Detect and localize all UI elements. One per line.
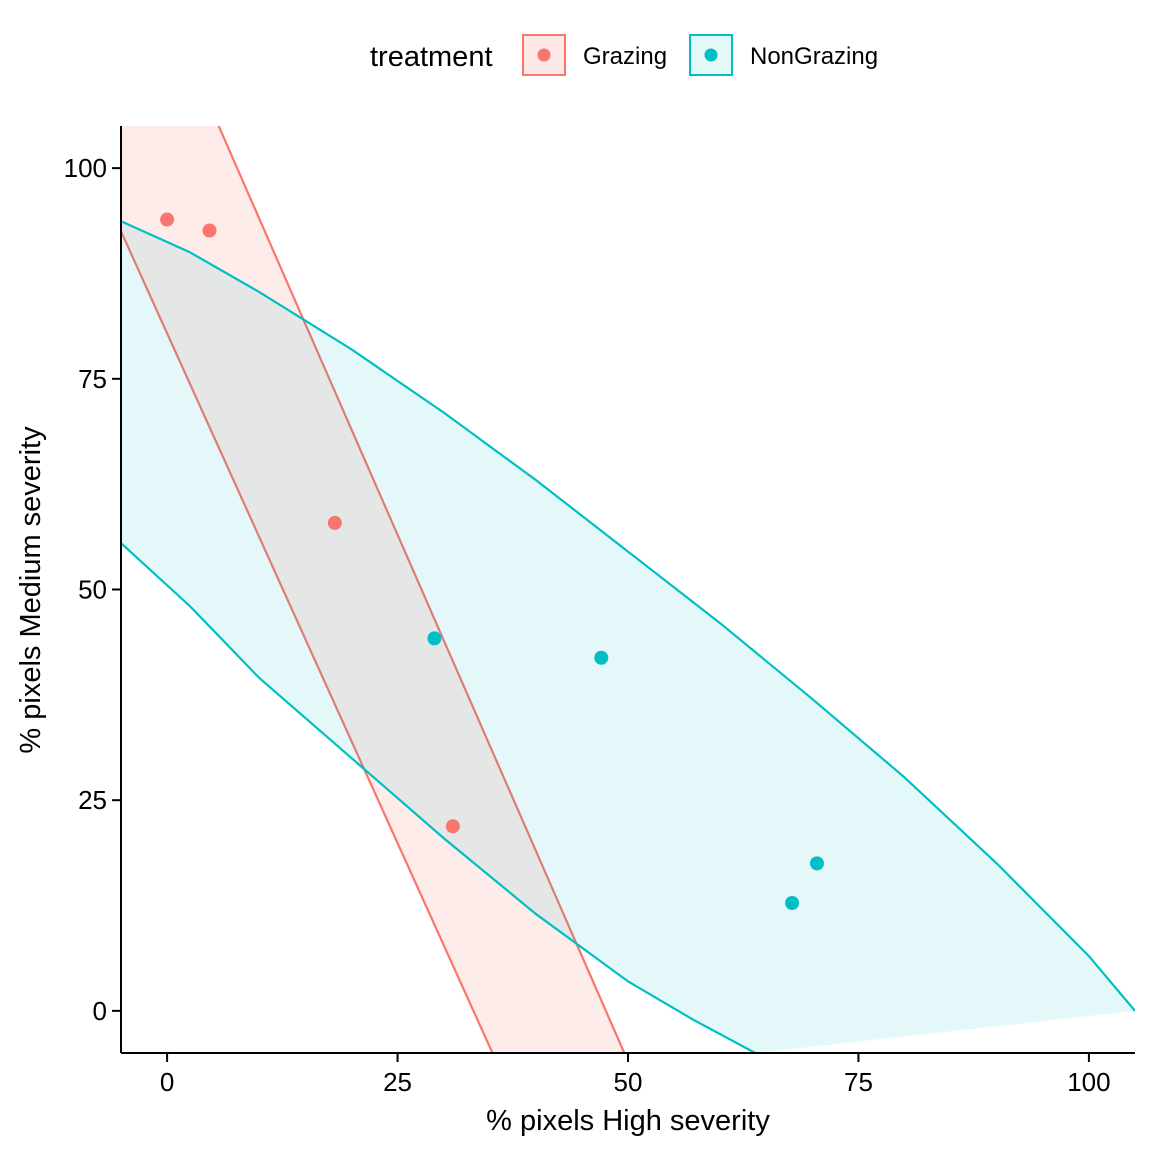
- band-upper-nongrazing: [121, 220, 1135, 1012]
- point-nongrazing-2: [785, 895, 800, 910]
- legend-item-nongrazing: NonGrazing: [689, 34, 878, 76]
- y-axis-ticks: 0 25 50 75 100: [64, 153, 121, 1026]
- x-tick-label-25: 25: [383, 1067, 412, 1097]
- regression-bands: [121, 126, 1135, 1053]
- legend-item-grazing: Grazing: [522, 34, 667, 76]
- legend-label-grazing: Grazing: [583, 43, 667, 70]
- x-axis-title: % pixels High severity: [486, 1105, 770, 1137]
- legend-label-nongrazing: NonGrazing: [750, 43, 878, 70]
- legend-title: treatment: [370, 41, 493, 73]
- y-tick-label-50: 50: [78, 575, 107, 605]
- data-points: [160, 212, 824, 910]
- y-tick-label-25: 25: [78, 785, 107, 815]
- point-grazing-3: [445, 819, 460, 834]
- band-upper-grazing: [217, 126, 626, 1053]
- legend: treatment Grazing NonGrazing: [370, 34, 878, 76]
- point-nongrazing-3: [809, 856, 824, 871]
- y-tick-label-100: 100: [64, 153, 107, 183]
- point-grazing-1: [202, 223, 217, 238]
- x-axis-ticks: 0 25 50 75 100: [160, 1053, 1111, 1097]
- x-tick-label-50: 50: [614, 1067, 643, 1097]
- x-tick-label-100: 100: [1067, 1067, 1110, 1097]
- point-grazing-2: [327, 515, 342, 530]
- band-lower-grazing: [121, 230, 494, 1053]
- band-lower-nongrazing: [121, 542, 756, 1053]
- legend-dot-nongrazing: [704, 48, 718, 62]
- point-grazing-0: [160, 212, 175, 227]
- band-fill-grazing: [121, 126, 625, 1053]
- legend-key-grazing: [522, 34, 566, 76]
- y-tick-label-75: 75: [78, 364, 107, 394]
- band-fill-nongrazing: [121, 221, 1135, 1053]
- legend-dot-grazing: [537, 48, 551, 62]
- x-tick-label-0: 0: [160, 1067, 174, 1097]
- y-axis-title: % pixels Medium severity: [15, 426, 47, 754]
- point-nongrazing-1: [594, 650, 609, 665]
- x-tick-label-75: 75: [844, 1067, 873, 1097]
- y-tick-label-0: 0: [93, 996, 107, 1026]
- point-nongrazing-0: [427, 631, 442, 646]
